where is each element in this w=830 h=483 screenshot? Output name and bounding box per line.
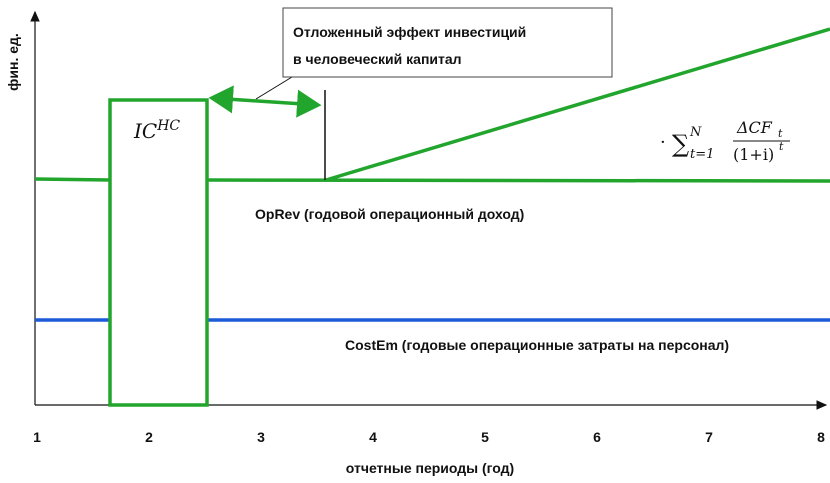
svg-text:ΔCF: ΔCF <box>736 118 773 137</box>
callout-text: в человеческий капитал <box>293 51 462 67</box>
svg-text:(1+i): (1+i) <box>733 145 774 164</box>
svg-text:·: · <box>660 132 666 153</box>
svg-text:t: t <box>779 140 784 153</box>
x-tick-label: 8 <box>817 429 825 445</box>
svg-text:N: N <box>689 125 702 140</box>
svg-text:∑: ∑ <box>672 130 689 158</box>
callout-text: Отложенный эффект инвестиций <box>293 24 526 40</box>
x-ticks: 1 2 3 4 5 6 7 8 <box>33 429 825 445</box>
x-axis-label: отчетные периоды (год) <box>346 460 514 476</box>
formula: · ∑ N t=1 ΔCF t (1+i) t <box>660 118 790 164</box>
x-tick-label: 1 <box>33 429 41 445</box>
x-tick-label: 6 <box>593 429 601 445</box>
svg-text:t: t <box>778 127 783 140</box>
costem-label: CostEm (годовые операционные затраты на … <box>345 337 729 353</box>
investment-label: ICHC <box>133 118 180 143</box>
x-tick-label: 5 <box>481 429 489 445</box>
x-tick-label: 4 <box>369 429 377 445</box>
x-tick-label: 2 <box>145 429 153 445</box>
callout-box <box>282 7 613 78</box>
oprev-label: OpRev (годовой операционный доход) <box>255 206 524 222</box>
oprev-line <box>206 178 830 183</box>
x-tick-label: 7 <box>705 429 713 445</box>
callout-pointer <box>255 76 293 100</box>
investment-box <box>108 98 209 407</box>
x-tick-label: 3 <box>257 429 265 445</box>
oprev-line <box>34 177 111 182</box>
effect-line <box>325 27 830 182</box>
y-axis-label: фин. ед. <box>5 33 21 91</box>
svg-text:t=1: t=1 <box>690 147 714 162</box>
delay-arrow <box>208 85 322 118</box>
